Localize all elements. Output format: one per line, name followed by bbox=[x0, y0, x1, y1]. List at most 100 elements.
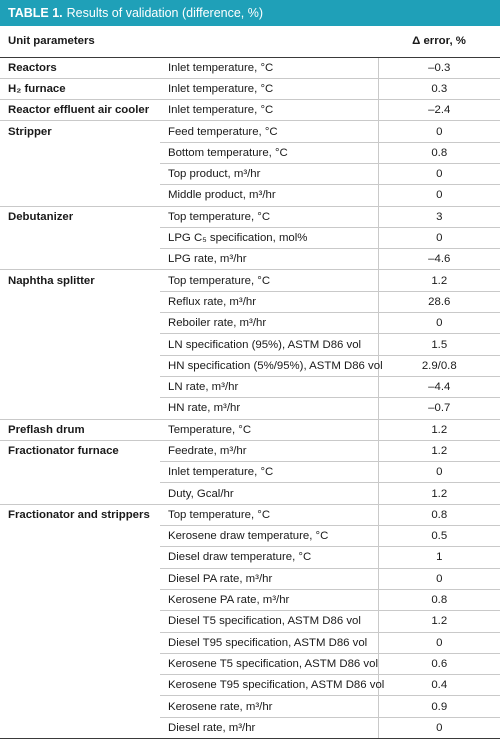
parameter-cell: Inlet temperature, °C bbox=[160, 99, 379, 122]
error-cell: 1.2 bbox=[377, 610, 500, 633]
error-cell: 0 bbox=[377, 184, 500, 207]
error-cell: 1.5 bbox=[377, 333, 500, 356]
unit-name-cell: Naphtha splitter bbox=[8, 274, 95, 287]
parameter-cell: Kerosene draw temperature, °C bbox=[160, 525, 379, 548]
table-row: Fractionator furnace Feedrate, m³/hr 1.2 bbox=[0, 440, 500, 463]
error-cell: 0.8 bbox=[377, 142, 500, 164]
error-cell: 0.6 bbox=[377, 653, 500, 676]
parameter-cell: Inlet temperature, °C bbox=[160, 57, 379, 79]
unit-name-cell bbox=[0, 611, 160, 632]
table-title: Results of validation (difference, %) bbox=[66, 6, 264, 20]
table-row: Duty, Gcal/hr 1.2 bbox=[0, 482, 500, 505]
unit-name-cell bbox=[0, 227, 160, 248]
error-cell: 0.9 bbox=[377, 695, 500, 718]
parameter-cell: LN rate, m³/hr bbox=[160, 376, 379, 399]
error-cell: 28.6 bbox=[377, 291, 500, 314]
parameter-cell: Kerosene T5 specification, ASTM D86 vol bbox=[160, 653, 379, 676]
table-row: Inlet temperature, °C 0 bbox=[0, 461, 500, 484]
unit-name-cell: Stripper bbox=[8, 125, 52, 138]
table-row: HN rate, m³/hr –0.7 bbox=[0, 397, 500, 420]
parameter-cell: Reboiler rate, m³/hr bbox=[160, 312, 379, 335]
parameter-cell: Diesel PA rate, m³/hr bbox=[160, 568, 379, 590]
unit-name-cell bbox=[0, 397, 160, 420]
error-cell: 0 bbox=[377, 632, 500, 654]
unit-name-cell bbox=[0, 462, 160, 483]
parameter-cell: HN specification (5%/95%), ASTM D86 vol bbox=[160, 355, 383, 377]
error-cell: 0.3 bbox=[377, 78, 500, 101]
table-row: Bottom temperature, °C 0.8 bbox=[0, 142, 500, 164]
unit-name-cell bbox=[0, 526, 160, 547]
error-cell: 1.2 bbox=[377, 440, 500, 463]
unit-name-cell: Reactors bbox=[0, 57, 160, 79]
unit-name-cell bbox=[0, 717, 160, 740]
unit-name-cell bbox=[0, 632, 160, 653]
error-cell: 0 bbox=[377, 120, 500, 143]
unit-name-cell: Fractionator and strippers bbox=[8, 509, 150, 522]
error-cell: 0.8 bbox=[377, 504, 500, 527]
unit-name-cell bbox=[0, 376, 160, 397]
table-row: Diesel draw temperature, °C 1 bbox=[0, 546, 500, 569]
error-cell: –4.6 bbox=[377, 248, 500, 271]
table-row: LN rate, m³/hr –4.4 bbox=[0, 376, 500, 399]
parameter-cell: LN specification (95%), ASTM D86 vol bbox=[160, 333, 379, 356]
error-cell: 0 bbox=[377, 717, 500, 740]
table-row: Preflash drum Temperature, °C 1.2 bbox=[0, 419, 500, 441]
table-row: H₂ furnace Inlet temperature, °C 0.3 bbox=[0, 78, 500, 101]
table-row: Reflux rate, m³/hr 28.6 bbox=[0, 291, 500, 314]
unit-name-cell: H₂ furnace bbox=[0, 78, 160, 101]
table-row: Top product, m³/hr 0 bbox=[0, 163, 500, 186]
error-cell: –4.4 bbox=[377, 376, 500, 399]
table-row: LPG C₅ specification, mol% 0 bbox=[0, 227, 500, 250]
unit-name-cell bbox=[0, 184, 160, 207]
parameter-cell: Top temperature, °C bbox=[160, 269, 379, 292]
parameter-cell: Reflux rate, m³/hr bbox=[160, 291, 379, 314]
error-cell: 0.8 bbox=[377, 589, 500, 612]
error-cell: 1.2 bbox=[377, 419, 500, 441]
table-row: Kerosene T5 specification, ASTM D86 vol 0… bbox=[0, 653, 500, 676]
table-row: LN specification (95%), ASTM D86 vol 1.5 bbox=[0, 333, 500, 356]
parameter-cell: Kerosene T95 specification, ASTM D86 vol bbox=[160, 674, 384, 697]
table-title-bar: TABLE 1. Results of validation (differen… bbox=[0, 0, 500, 26]
parameter-cell: Middle product, m³/hr bbox=[160, 184, 379, 207]
table-row: Kerosene rate, m³/hr 0.9 bbox=[0, 695, 500, 718]
unit-name-cell bbox=[0, 653, 160, 674]
table-row: Debutanizer Top temperature, °C 3 bbox=[0, 206, 500, 228]
parameter-cell: Feed temperature, °C bbox=[160, 120, 379, 143]
error-cell: 1 bbox=[377, 546, 500, 569]
parameter-cell: Top temperature, °C bbox=[160, 504, 379, 527]
error-cell: –0.3 bbox=[377, 57, 500, 79]
unit-name-cell: Debutanizer bbox=[8, 210, 74, 223]
parameter-cell: LPG C₅ specification, mol% bbox=[160, 227, 379, 250]
unit-name-cell: Preflash drum bbox=[0, 419, 160, 441]
unit-name-cell bbox=[0, 589, 160, 610]
parameter-cell: Kerosene rate, m³/hr bbox=[160, 695, 379, 718]
parameter-cell: Diesel rate, m³/hr bbox=[160, 717, 379, 740]
error-cell: 0 bbox=[377, 461, 500, 484]
error-cell: 0 bbox=[377, 312, 500, 335]
unit-name-cell bbox=[0, 163, 160, 184]
table-row: Diesel rate, m³/hr 0 bbox=[0, 717, 500, 740]
unit-name-cell bbox=[0, 248, 160, 271]
unit-name-cell bbox=[0, 313, 160, 334]
parameter-cell: Inlet temperature, °C bbox=[160, 78, 379, 101]
parameter-cell: Inlet temperature, °C bbox=[160, 461, 379, 484]
table-row: Diesel PA rate, m³/hr 0 bbox=[0, 568, 500, 590]
error-cell: 2.9/0.8 bbox=[377, 355, 500, 377]
table-row: Stripper Feed temperature, °C 0 bbox=[0, 120, 500, 143]
unit-name-cell bbox=[0, 482, 160, 505]
table-row: HN specification (5%/95%), ASTM D86 vol 2… bbox=[0, 355, 500, 377]
header-error: Δ error, % bbox=[378, 26, 500, 58]
parameter-cell: HN rate, m³/hr bbox=[160, 397, 379, 420]
parameter-cell: LPG rate, m³/hr bbox=[160, 248, 379, 271]
unit-name-cell bbox=[0, 355, 160, 376]
header-unit-parameters: Unit parameters bbox=[0, 26, 379, 58]
parameter-cell: Temperature, °C bbox=[160, 419, 379, 441]
parameter-cell: Duty, Gcal/hr bbox=[160, 482, 379, 505]
parameter-cell: Kerosene PA rate, m³/hr bbox=[160, 589, 379, 612]
table-row: Kerosene PA rate, m³/hr 0.8 bbox=[0, 589, 500, 612]
unit-name-cell: Fractionator furnace bbox=[8, 445, 119, 458]
table-row: Kerosene T95 specification, ASTM D86 vol… bbox=[0, 674, 500, 697]
parameter-cell: Top temperature, °C bbox=[160, 206, 379, 228]
table-row: LPG rate, m³/hr –4.6 bbox=[0, 248, 500, 271]
parameter-cell: Feedrate, m³/hr bbox=[160, 440, 379, 463]
